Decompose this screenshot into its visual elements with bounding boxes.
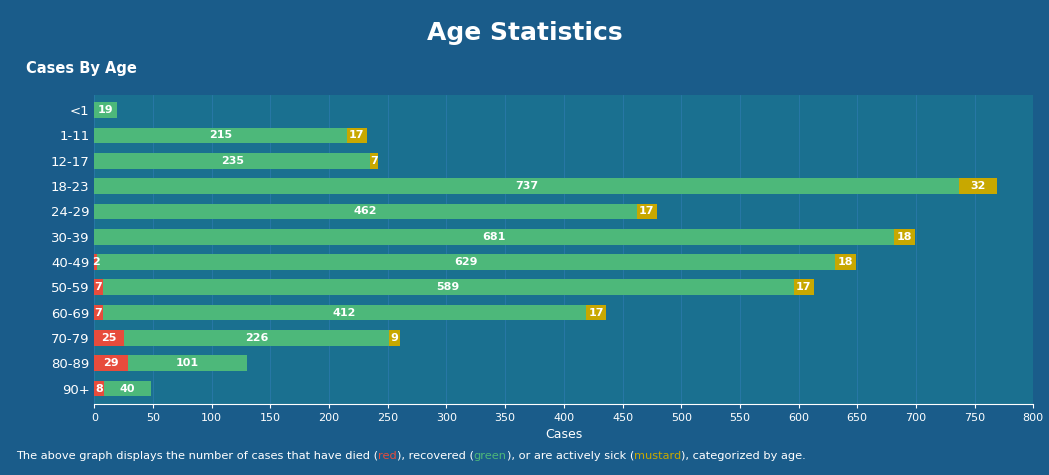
Text: 7: 7	[94, 308, 103, 318]
X-axis label: Cases: Cases	[545, 428, 582, 441]
Bar	[389, 330, 400, 346]
Bar	[94, 204, 637, 219]
Bar	[94, 305, 103, 321]
Text: 7: 7	[94, 282, 103, 292]
Bar	[894, 229, 915, 245]
Text: 737: 737	[515, 181, 538, 191]
Text: 101: 101	[176, 358, 199, 368]
Bar	[94, 254, 97, 270]
Text: 25: 25	[102, 333, 116, 343]
Text: 9: 9	[390, 333, 399, 343]
Bar	[128, 355, 247, 371]
Text: 17: 17	[639, 207, 655, 217]
Bar	[835, 254, 856, 270]
Text: mustard: mustard	[634, 451, 681, 461]
Bar	[124, 330, 389, 346]
Bar	[94, 381, 104, 397]
Text: green: green	[473, 451, 507, 461]
Text: ), categorized by age.: ), categorized by age.	[681, 451, 806, 461]
Text: The above graph displays the number of cases that have died (: The above graph displays the number of c…	[16, 451, 378, 461]
Text: 412: 412	[333, 308, 356, 318]
Text: 19: 19	[98, 105, 113, 115]
Text: 40: 40	[120, 384, 135, 394]
Bar	[94, 229, 894, 245]
Bar	[94, 128, 347, 143]
Bar	[94, 178, 960, 194]
Bar	[960, 178, 997, 194]
Text: ), recovered (: ), recovered (	[397, 451, 473, 461]
Text: 462: 462	[354, 207, 378, 217]
Bar	[347, 128, 367, 143]
Text: 18: 18	[897, 232, 912, 242]
Text: 235: 235	[220, 156, 243, 166]
Bar	[94, 330, 124, 346]
Bar	[104, 381, 151, 397]
Text: 629: 629	[454, 257, 477, 267]
Bar	[97, 254, 835, 270]
Text: 215: 215	[209, 131, 232, 141]
Text: 7: 7	[370, 156, 379, 166]
Bar	[586, 305, 606, 321]
Text: 8: 8	[95, 384, 103, 394]
Text: 18: 18	[838, 257, 853, 267]
Bar	[94, 355, 128, 371]
Text: red: red	[378, 451, 397, 461]
Bar	[637, 204, 657, 219]
Bar	[103, 279, 794, 295]
Text: 17: 17	[796, 282, 812, 292]
Bar	[103, 305, 586, 321]
Text: 17: 17	[588, 308, 604, 318]
Text: 17: 17	[349, 131, 364, 141]
Text: 2: 2	[91, 257, 100, 267]
Text: 226: 226	[244, 333, 269, 343]
Bar	[94, 102, 116, 118]
Bar	[370, 153, 379, 169]
Text: ), or are actively sick (: ), or are actively sick (	[507, 451, 634, 461]
Bar	[794, 279, 814, 295]
Text: 589: 589	[436, 282, 459, 292]
Text: Age Statistics: Age Statistics	[427, 21, 622, 45]
Text: 32: 32	[970, 181, 986, 191]
Text: Cases By Age: Cases By Age	[26, 61, 137, 76]
Text: 681: 681	[483, 232, 506, 242]
Text: 29: 29	[104, 358, 120, 368]
Bar	[94, 153, 370, 169]
Bar	[94, 279, 103, 295]
